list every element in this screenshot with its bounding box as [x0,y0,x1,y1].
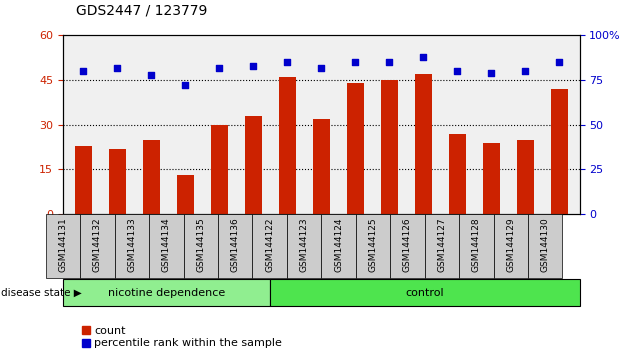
Point [350,59,360,65]
Bar [245,116,262,214]
Text: GSM144133: GSM144133 [127,217,136,272]
Point [418,54,428,60]
Bar [313,119,329,214]
Bar [483,143,500,214]
Text: GDS2447 / 123779: GDS2447 / 123779 [76,4,207,18]
Bar [390,214,425,278]
Bar [46,214,80,278]
Bar [415,74,432,214]
Point [452,68,462,74]
Text: GSM144124: GSM144124 [334,217,343,272]
Bar [63,279,270,307]
Point [282,59,292,65]
Point [316,65,326,70]
Point [112,65,122,70]
Bar [321,214,356,278]
Point [520,68,530,74]
Bar [449,134,466,214]
Text: control: control [405,288,444,298]
Text: GSM144125: GSM144125 [369,217,377,272]
Bar [75,145,92,214]
Text: GSM144131: GSM144131 [59,217,67,272]
Bar [143,140,160,214]
Bar [211,125,228,214]
Bar [270,279,580,307]
Bar [287,214,321,278]
Legend: count, percentile rank within the sample: count, percentile rank within the sample [81,326,282,348]
Text: GSM144135: GSM144135 [197,217,205,272]
Point [248,63,258,69]
Bar [425,214,459,278]
Point [214,65,224,70]
Bar [517,140,534,214]
Bar [528,214,563,278]
Point [146,72,156,78]
Bar [493,214,528,278]
Point [180,82,190,88]
Bar [183,214,218,278]
Point [78,68,88,74]
Bar [253,214,287,278]
Point [554,59,564,65]
Text: GSM144126: GSM144126 [403,217,412,272]
Text: GSM144136: GSM144136 [231,217,239,272]
Text: GSM144132: GSM144132 [93,217,102,272]
Text: GSM144122: GSM144122 [265,217,274,272]
Text: GSM144128: GSM144128 [472,217,481,272]
Point [384,59,394,65]
Bar [177,176,194,214]
Bar [356,214,390,278]
Text: GSM144123: GSM144123 [300,217,309,272]
Text: disease state ▶: disease state ▶ [1,288,81,298]
Bar [109,149,126,214]
Bar [279,77,296,214]
Text: GSM144127: GSM144127 [437,217,446,272]
Bar [381,80,398,214]
Bar [80,214,115,278]
Text: GSM144134: GSM144134 [162,217,171,272]
Bar [459,214,493,278]
Bar [346,83,364,214]
Text: nicotine dependence: nicotine dependence [108,288,225,298]
Text: GSM144130: GSM144130 [541,217,549,272]
Bar [149,214,183,278]
Bar [551,89,568,214]
Text: GSM144129: GSM144129 [507,217,515,272]
Bar [218,214,253,278]
Point [486,70,496,76]
Bar [115,214,149,278]
